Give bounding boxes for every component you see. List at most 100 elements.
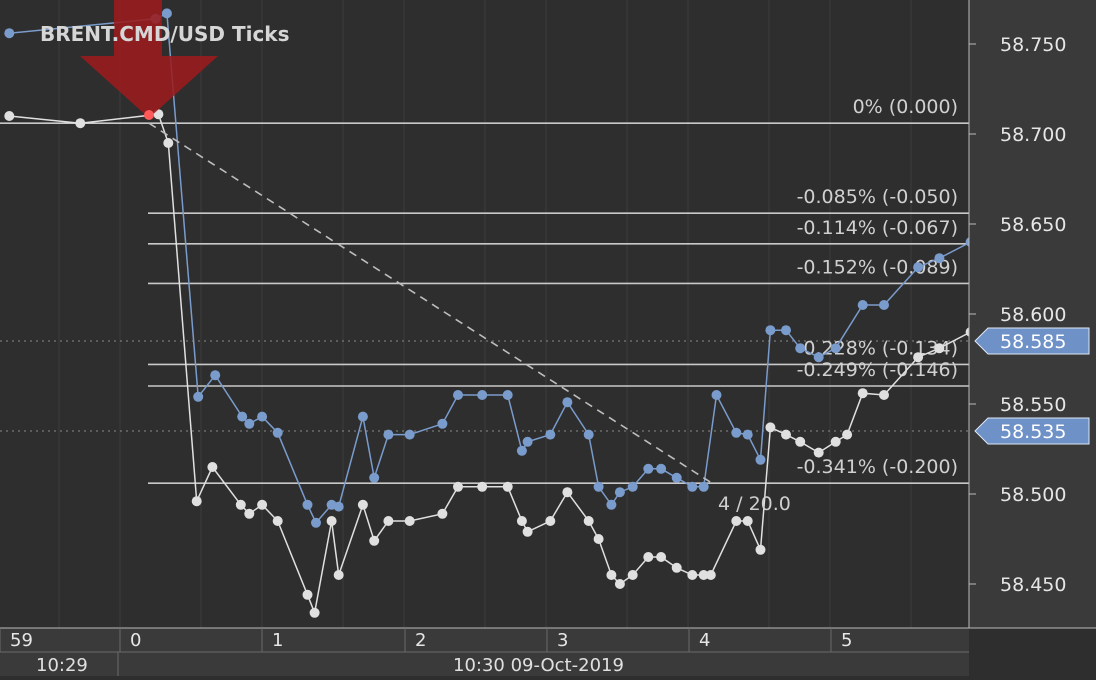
data-point (656, 552, 667, 562)
data-point (627, 481, 638, 492)
data-point (913, 352, 924, 363)
price-axis-ticks: 58.750 58.700 58.650 58.600 58.550 58.500 58.4… (969, 34, 1066, 596)
data-point (404, 429, 415, 440)
data-point (583, 516, 594, 526)
data-point (477, 481, 488, 492)
fib-level-label: -0.114% (-0.067) (797, 217, 958, 239)
data-point (257, 411, 268, 422)
data-point (593, 481, 604, 492)
data-point (934, 343, 945, 354)
y-tick-label: 58.750 (1000, 34, 1066, 56)
y-tick-label: 58.600 (1000, 304, 1066, 326)
fib-level-label: 0% (0.000) (853, 96, 958, 118)
chart-title: BRENT.CMD/USD Ticks (40, 22, 290, 46)
y-tick-label: 58.500 (1000, 484, 1066, 506)
data-point (369, 535, 380, 546)
data-point (193, 391, 204, 402)
x-tick-label: 1 (272, 630, 283, 651)
data-point (437, 418, 448, 429)
data-point (516, 445, 527, 456)
price-badge (974, 327, 1090, 355)
data-point (516, 516, 527, 526)
x-tick-label: 3 (557, 630, 568, 651)
data-point (593, 534, 604, 544)
data-point (477, 390, 488, 400)
series-layer (4, 8, 976, 618)
fib-level-label: -0.249% (-0.146) (797, 359, 958, 381)
data-point (795, 343, 806, 354)
data-point (857, 300, 868, 310)
data-point (235, 499, 246, 510)
data-point (656, 463, 667, 474)
data-point (765, 422, 776, 433)
data-point (502, 390, 513, 400)
data-point (857, 388, 868, 399)
data-point (671, 562, 682, 573)
x-tick-label: 4 (699, 630, 710, 651)
data-point (687, 570, 698, 580)
data-point (404, 516, 415, 526)
data-point (879, 300, 889, 310)
data-point (731, 427, 742, 438)
data-point (913, 262, 924, 273)
data-point (4, 111, 15, 121)
data-point (161, 8, 172, 19)
data-point (244, 418, 255, 429)
data-point (731, 516, 742, 526)
data-point (614, 487, 625, 498)
data-point (606, 570, 617, 580)
data-point (583, 429, 594, 440)
data-point (207, 462, 218, 472)
data-point (614, 579, 625, 589)
data-point (562, 487, 573, 498)
data-point (671, 472, 682, 483)
data-point (705, 570, 716, 580)
time-axis-ticks: 59 0 1 2 3 4 5 (0, 628, 852, 652)
price-badges: 58.585 58.535 (974, 327, 1090, 445)
data-point (210, 370, 221, 381)
x-tick-label: 5 (841, 630, 852, 651)
data-point (830, 436, 841, 447)
price-badge-label: 58.535 (1000, 421, 1066, 443)
data-point (522, 436, 533, 447)
x-tick-label: 0 (130, 630, 141, 651)
y-tick-label: 58.650 (1000, 214, 1066, 236)
data-point (562, 397, 573, 408)
data-point (643, 463, 654, 474)
data-point (272, 516, 283, 526)
data-point (244, 508, 255, 519)
data-point (257, 499, 268, 510)
data-point (687, 481, 698, 492)
data-point (302, 589, 313, 600)
data-point (545, 516, 556, 526)
data-point (813, 447, 824, 458)
price-badge-label: 58.585 (1000, 331, 1066, 353)
data-point (755, 544, 766, 555)
data-point (309, 607, 320, 618)
data-point (830, 343, 841, 354)
data-point (781, 325, 791, 336)
x-tick-label: 59 (10, 630, 33, 651)
data-point (627, 570, 638, 580)
data-point (357, 411, 368, 422)
series-bid (4, 109, 976, 618)
data-point (879, 390, 889, 400)
data-point (326, 516, 337, 526)
price-axis-panel (969, 0, 1096, 628)
vertical-grid (58, 0, 912, 628)
data-point (711, 390, 722, 400)
data-point (357, 499, 368, 510)
data-point (383, 516, 394, 526)
data-point (75, 118, 86, 129)
time-label-1030-date: 10:30 09-Oct-2019 (453, 655, 624, 676)
y-tick-label: 58.550 (1000, 394, 1066, 416)
data-point (4, 28, 15, 39)
x-tick-label: 2 (415, 630, 426, 651)
data-point (333, 501, 344, 512)
data-point (795, 436, 806, 447)
data-point (545, 429, 556, 440)
data-point (781, 429, 791, 440)
data-point (237, 411, 248, 422)
